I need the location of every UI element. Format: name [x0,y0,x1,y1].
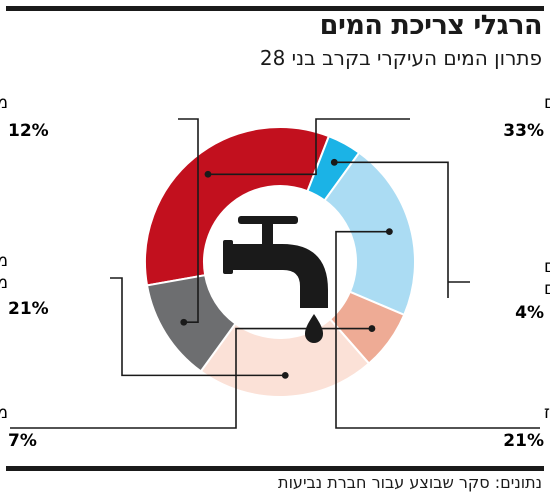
bottom-rule [6,466,544,471]
slice-label: מינרליים [544,279,550,299]
chart-subtitle: פתרון המים העיקרי בקרב בני 28 [259,46,542,70]
leader-line [178,118,199,324]
slice-label: מים מקנקן לסינון מים [0,403,8,423]
slice-label: מבקבוקים [0,273,8,293]
slice-value-label: 21% [8,299,49,319]
top-rule [6,6,544,11]
leader-line [10,327,372,429]
slice-label: מי ברז [544,403,550,423]
water-faucet-icon [223,216,328,343]
leader-line [207,118,410,176]
slice-label: מים מינרליים [0,251,8,271]
slice-value-label: 33% [503,121,544,141]
chart-title: הרגלי צריכת המים [319,10,543,41]
leader-line [334,161,470,298]
slice-value-label: 7% [8,431,37,451]
source-note: נתונים: סקר שבוצע עבור חברת נביעות [278,473,542,492]
slice-label: מסנן מורכב על הברז [0,93,8,113]
slice-value-label: 12% [8,121,49,141]
slice-value-label: 4% [515,303,544,323]
slice-value-label: 21% [503,431,544,451]
slice-label: בר מים מסוננים [544,93,550,113]
slice-label: בר מים [544,257,550,277]
leader-line [335,230,540,429]
donut-chart: בר מים מסוננים 33% בר מים מינרליים4% מי ברז 2… [0,93,550,451]
leader-line [110,277,286,377]
donut-slice [145,274,237,373]
